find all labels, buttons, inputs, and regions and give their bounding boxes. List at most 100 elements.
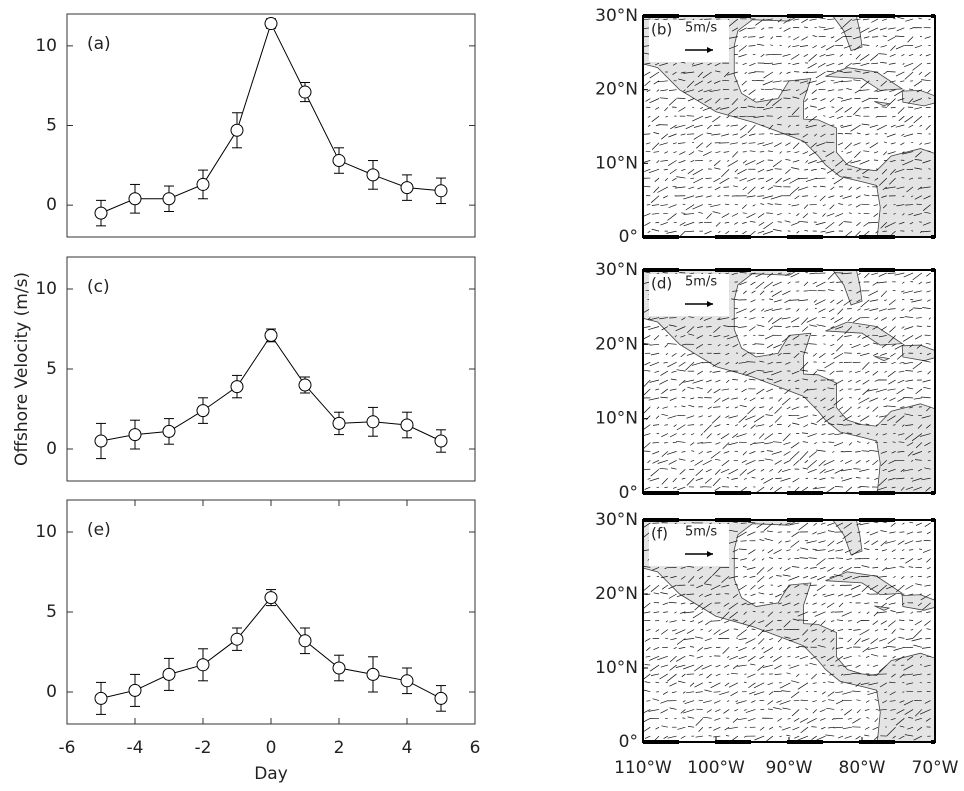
data-point bbox=[298, 634, 312, 648]
data-point bbox=[332, 154, 346, 168]
data-point bbox=[264, 591, 278, 605]
x-tick-label: 6 bbox=[470, 738, 481, 758]
land bbox=[901, 344, 935, 362]
data-point bbox=[230, 632, 244, 646]
data-point bbox=[400, 674, 414, 688]
x-tick-label: 110°W bbox=[614, 758, 672, 778]
panel-label: (c) bbox=[87, 277, 110, 297]
y-tick-label: 0° bbox=[619, 483, 638, 503]
data-point bbox=[434, 184, 448, 198]
data-point bbox=[332, 416, 346, 430]
data-point bbox=[94, 434, 108, 448]
land bbox=[825, 571, 904, 596]
scale-arrowhead bbox=[707, 301, 713, 307]
map-body bbox=[643, 270, 935, 493]
panel-label: (d) bbox=[651, 275, 672, 293]
data-point bbox=[332, 661, 346, 675]
scale-label: 5m/s bbox=[685, 525, 717, 540]
data-point bbox=[434, 434, 448, 448]
data-point bbox=[128, 683, 142, 697]
y-tick-label: 0 bbox=[46, 195, 57, 215]
y-axis-label: Offshore Velocity (m/s) bbox=[12, 272, 32, 466]
scale-arrowhead bbox=[707, 551, 713, 557]
land bbox=[874, 101, 891, 107]
scale-box bbox=[649, 274, 729, 316]
data-point bbox=[230, 380, 244, 394]
plot-frame bbox=[66, 256, 476, 482]
scale-label: 5m/s bbox=[685, 275, 717, 290]
x-tick-label: 100°W bbox=[687, 758, 745, 778]
y-tick-label: 5 bbox=[46, 359, 57, 379]
wind-vectors bbox=[643, 520, 931, 742]
series-line bbox=[100, 22, 442, 214]
y-tick-label: 30°N bbox=[595, 260, 638, 280]
wind-vectors bbox=[643, 271, 931, 493]
x-tick-label: -6 bbox=[59, 738, 76, 758]
data-point bbox=[162, 424, 176, 438]
data-point bbox=[298, 85, 312, 99]
data-point bbox=[94, 206, 108, 220]
x-tick-label: 70°W bbox=[912, 758, 959, 778]
land bbox=[901, 90, 935, 107]
panel-label: (f) bbox=[651, 525, 668, 543]
y-tick-label: 0 bbox=[46, 439, 57, 459]
data-point bbox=[162, 192, 176, 206]
data-point bbox=[128, 428, 142, 442]
data-point bbox=[264, 328, 278, 342]
map-body bbox=[643, 16, 935, 237]
x-tick-label: 90°W bbox=[766, 758, 813, 778]
x-tick-label: -4 bbox=[127, 738, 144, 758]
data-point bbox=[230, 123, 244, 137]
land bbox=[643, 270, 935, 493]
y-tick-label: 10°N bbox=[595, 658, 638, 678]
data-point bbox=[298, 378, 312, 392]
data-point bbox=[264, 17, 278, 31]
x-tick-label: 80°W bbox=[839, 758, 886, 778]
land bbox=[825, 321, 904, 346]
y-tick-label: 10 bbox=[35, 36, 57, 56]
scale-box bbox=[649, 524, 729, 566]
y-tick-label: 20°N bbox=[595, 584, 638, 604]
data-point bbox=[400, 181, 414, 195]
scale-box bbox=[649, 20, 729, 62]
panel-label: (b) bbox=[651, 21, 672, 39]
data-point bbox=[128, 192, 142, 206]
wind-vectors bbox=[643, 16, 931, 237]
scale-arrowhead bbox=[707, 47, 713, 53]
y-tick-label: 0 bbox=[46, 682, 57, 702]
data-point bbox=[366, 415, 380, 429]
panel-label: (e) bbox=[87, 520, 111, 540]
y-tick-label: 10°N bbox=[595, 409, 638, 429]
x-tick-label: 0 bbox=[266, 738, 277, 758]
y-tick-label: 20°N bbox=[595, 334, 638, 354]
plot-frame bbox=[66, 499, 476, 725]
plot-frame bbox=[66, 13, 476, 238]
data-point bbox=[162, 667, 176, 681]
data-point bbox=[196, 404, 210, 418]
panel-label: (a) bbox=[87, 34, 111, 54]
x-axis-label: Day bbox=[254, 764, 288, 784]
y-tick-label: 20°N bbox=[595, 80, 638, 100]
y-tick-label: 0° bbox=[619, 732, 638, 752]
scale-label: 5m/s bbox=[685, 21, 717, 36]
y-tick-label: 0° bbox=[619, 227, 638, 247]
map-body bbox=[643, 520, 935, 742]
data-point bbox=[196, 177, 210, 191]
data-point bbox=[196, 658, 210, 672]
y-tick-label: 5 bbox=[46, 116, 57, 136]
x-tick-label: -2 bbox=[195, 738, 212, 758]
x-tick-label: 2 bbox=[334, 738, 345, 758]
data-point bbox=[366, 168, 380, 182]
series-line bbox=[100, 334, 442, 442]
data-point bbox=[366, 667, 380, 681]
x-tick-label: 4 bbox=[402, 738, 413, 758]
series-line bbox=[100, 596, 442, 699]
y-tick-label: 30°N bbox=[595, 6, 638, 26]
land bbox=[874, 355, 891, 362]
y-tick-label: 5 bbox=[46, 602, 57, 622]
y-tick-label: 30°N bbox=[595, 510, 638, 530]
data-point bbox=[400, 418, 414, 432]
y-tick-label: 10°N bbox=[595, 153, 638, 173]
